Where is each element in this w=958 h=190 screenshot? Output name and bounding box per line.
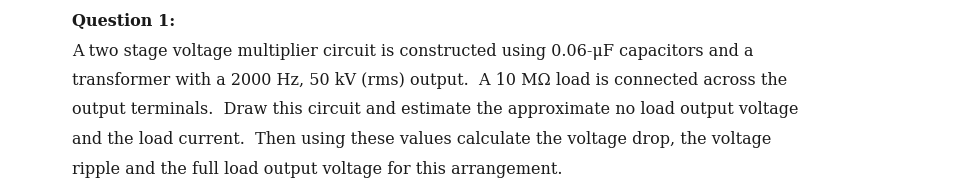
Text: and the load current.  Then using these values calculate the voltage drop, the v: and the load current. Then using these v… — [72, 131, 771, 148]
Text: transformer with a 2000 Hz, 50 kV (rms) output.  A 10 MΩ load is connected acros: transformer with a 2000 Hz, 50 kV (rms) … — [72, 72, 787, 89]
Text: A two stage voltage multiplier circuit is constructed using 0.06-μF capacitors a: A two stage voltage multiplier circuit i… — [72, 43, 754, 59]
Text: Question 1:: Question 1: — [72, 13, 175, 30]
Text: output terminals.  Draw this circuit and estimate the approximate no load output: output terminals. Draw this circuit and … — [72, 101, 799, 119]
Text: ripple and the full load output voltage for this arrangement.: ripple and the full load output voltage … — [72, 161, 562, 177]
